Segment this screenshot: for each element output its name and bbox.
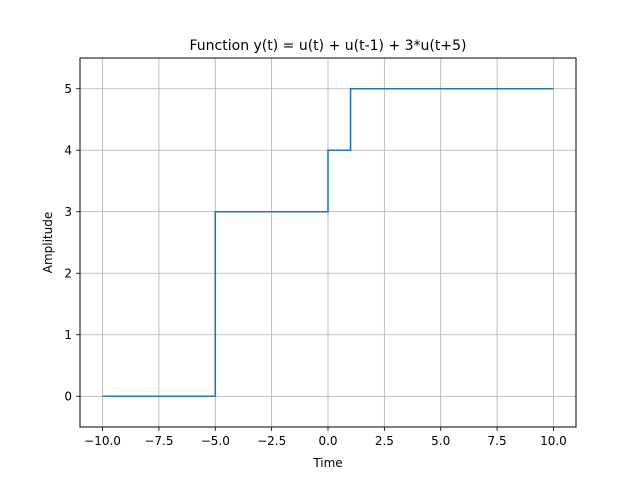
series-line-y-t (102, 87, 554, 398)
x-axis-ticks: −10.0 −7.5 −5.0 −2.5 0.0 2.5 5.0 7.5 10.0 (84, 427, 567, 448)
y-tick-label: 5 (64, 82, 72, 96)
x-tick-label: −7.5 (144, 434, 173, 448)
x-tick-label: 2.5 (375, 434, 394, 448)
x-tick-label: 10.0 (540, 434, 567, 448)
y-tick-label: 3 (64, 205, 72, 219)
x-axis-label: Time (312, 456, 342, 470)
chart-title: Function y(t) = u(t) + u(t-1) + 3*u(t+5) (190, 38, 467, 54)
series-layer (102, 87, 554, 398)
x-tick-label: −10.0 (84, 434, 121, 448)
x-tick-label: −5.0 (201, 434, 230, 448)
x-tick-label: −2.5 (257, 434, 286, 448)
y-tick-label: 4 (64, 143, 72, 157)
x-tick-label: 7.5 (488, 434, 507, 448)
y-axis-ticks: 0 1 2 3 4 5 (64, 82, 80, 403)
x-tick-label: 5.0 (431, 434, 450, 448)
y-tick-label: 1 (64, 328, 72, 342)
y-axis-label: Amplitude (41, 212, 55, 274)
y-tick-label: 2 (64, 266, 72, 280)
y-tick-label: 0 (64, 389, 72, 403)
x-tick-label: 0.0 (318, 434, 337, 448)
